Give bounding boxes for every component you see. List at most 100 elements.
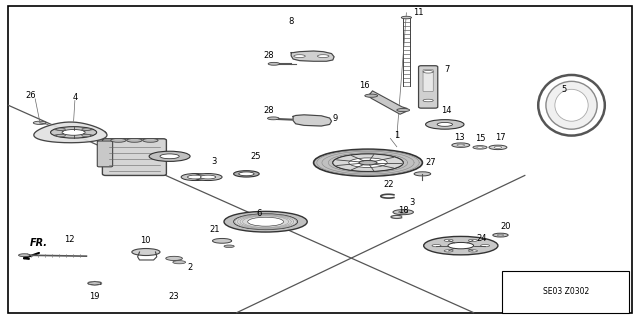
Ellipse shape [294, 55, 305, 57]
Ellipse shape [234, 214, 298, 230]
Text: 15: 15 [475, 134, 485, 143]
Text: 7: 7 [444, 65, 449, 74]
Text: 12: 12 [64, 235, 74, 244]
Ellipse shape [444, 250, 453, 252]
Ellipse shape [239, 172, 254, 176]
Text: 17: 17 [495, 133, 506, 142]
Ellipse shape [166, 256, 182, 260]
Ellipse shape [426, 120, 464, 129]
Text: 20: 20 [500, 222, 511, 231]
Ellipse shape [365, 94, 378, 97]
Ellipse shape [149, 151, 190, 161]
Polygon shape [88, 282, 101, 285]
Ellipse shape [423, 99, 433, 102]
Text: 27: 27 [426, 158, 436, 167]
Ellipse shape [56, 128, 65, 130]
Ellipse shape [33, 121, 46, 124]
Ellipse shape [160, 154, 179, 159]
Ellipse shape [181, 174, 209, 181]
Text: 8: 8 [289, 17, 294, 26]
Ellipse shape [224, 211, 307, 232]
Ellipse shape [399, 211, 408, 213]
Text: 13: 13 [454, 133, 465, 142]
FancyBboxPatch shape [423, 70, 433, 92]
Polygon shape [34, 122, 107, 143]
Ellipse shape [493, 233, 508, 237]
Ellipse shape [333, 154, 403, 171]
Ellipse shape [188, 175, 203, 179]
Text: 16: 16 [360, 81, 370, 90]
Ellipse shape [82, 134, 91, 137]
Ellipse shape [127, 138, 142, 142]
Ellipse shape [88, 282, 102, 285]
Text: 6: 6 [257, 209, 262, 218]
Polygon shape [293, 115, 332, 126]
Polygon shape [291, 51, 334, 61]
Ellipse shape [538, 75, 605, 136]
Text: 4: 4 [72, 93, 77, 102]
Text: 28: 28 [264, 51, 274, 60]
Ellipse shape [494, 146, 502, 148]
Bar [502, 271, 629, 313]
Ellipse shape [268, 63, 280, 65]
Text: 26: 26 [26, 91, 36, 100]
Ellipse shape [473, 146, 487, 149]
Text: 1: 1 [394, 131, 399, 140]
Text: 25: 25 [251, 152, 261, 161]
Ellipse shape [437, 122, 452, 126]
Text: 14: 14 [441, 106, 451, 115]
Text: 3: 3 [212, 157, 217, 166]
Ellipse shape [132, 249, 160, 256]
Text: 18: 18 [398, 206, 408, 215]
Ellipse shape [212, 239, 232, 243]
Ellipse shape [555, 89, 588, 121]
Ellipse shape [333, 154, 403, 171]
Text: 2: 2 [188, 263, 193, 272]
Text: 10: 10 [140, 236, 150, 245]
Text: 9: 9 [332, 114, 337, 122]
Ellipse shape [481, 245, 490, 247]
Ellipse shape [349, 158, 387, 167]
Ellipse shape [143, 138, 158, 142]
Text: 23: 23 [169, 292, 179, 301]
Polygon shape [369, 91, 407, 114]
FancyBboxPatch shape [97, 141, 113, 167]
Ellipse shape [546, 81, 597, 129]
Text: SE03 Z0302: SE03 Z0302 [543, 287, 589, 296]
Ellipse shape [457, 144, 465, 146]
Ellipse shape [489, 145, 507, 150]
Ellipse shape [424, 236, 498, 255]
Ellipse shape [19, 254, 30, 256]
Ellipse shape [314, 149, 422, 176]
Ellipse shape [82, 128, 91, 130]
Ellipse shape [397, 108, 410, 112]
Ellipse shape [414, 172, 431, 176]
Text: 24: 24 [477, 234, 487, 243]
Ellipse shape [401, 16, 412, 19]
Text: 11: 11 [413, 8, 423, 17]
Ellipse shape [268, 117, 279, 120]
Ellipse shape [173, 261, 186, 264]
Ellipse shape [62, 130, 85, 135]
Ellipse shape [359, 160, 377, 165]
Ellipse shape [111, 138, 126, 142]
Text: 5: 5 [562, 85, 567, 94]
Ellipse shape [248, 217, 284, 226]
Ellipse shape [194, 174, 222, 181]
Ellipse shape [234, 171, 259, 177]
Ellipse shape [243, 216, 288, 227]
Ellipse shape [423, 70, 433, 73]
Ellipse shape [51, 127, 97, 138]
Ellipse shape [468, 239, 477, 241]
Ellipse shape [444, 239, 453, 241]
Ellipse shape [452, 143, 470, 147]
Ellipse shape [393, 210, 413, 215]
Ellipse shape [224, 245, 234, 248]
FancyBboxPatch shape [419, 66, 438, 108]
Ellipse shape [317, 55, 329, 57]
Ellipse shape [56, 134, 65, 137]
Text: 22: 22 [383, 180, 394, 189]
Text: 21: 21 [209, 225, 220, 234]
Ellipse shape [448, 242, 474, 249]
Ellipse shape [432, 245, 441, 247]
